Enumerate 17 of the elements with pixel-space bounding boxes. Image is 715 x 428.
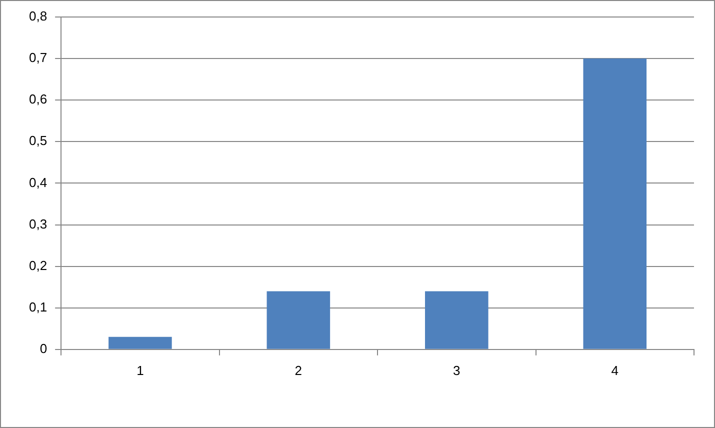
y-tick-label: 0,3 xyxy=(28,216,48,232)
x-tick-label: 2 xyxy=(294,362,302,378)
y-tick-label: 0,1 xyxy=(28,299,48,314)
y-tick-label: 0,4 xyxy=(28,174,48,190)
x-tick-label: 4 xyxy=(611,362,618,378)
y-tick-label: 0,7 xyxy=(28,50,48,66)
y-tick-label: 0,2 xyxy=(28,258,48,273)
y-tick-label: 0,8 xyxy=(28,8,48,24)
x-tick-label: 3 xyxy=(453,362,460,378)
y-tick-label: 0 xyxy=(40,340,48,356)
bar xyxy=(425,291,488,349)
bar xyxy=(108,336,172,349)
bar xyxy=(583,58,647,349)
y-tick-label: 0,6 xyxy=(28,92,48,107)
bar xyxy=(266,291,330,349)
x-tick-label: 1 xyxy=(136,362,144,378)
y-tick-label: 0,5 xyxy=(28,133,48,148)
